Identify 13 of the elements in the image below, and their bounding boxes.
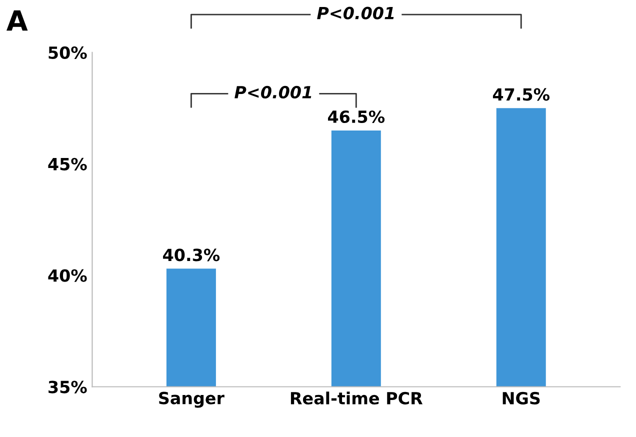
y-tick-label: 35% [48,380,87,394]
data-label: 47.5% [492,88,550,101]
text: A [6,10,28,31]
data-label: 40.3% [163,248,220,262]
annotation: P<0.001 [234,86,312,99]
x-tick-label: Real-time PCR [290,392,423,405]
data-label: 46.5% [328,110,385,124]
y-tick-label: 50% [48,46,87,60]
x-tick-label: Sanger [159,392,224,408]
text: P<0.001 [317,6,394,20]
y-tick-label: 45% [48,158,87,170]
y-tick-label: 40% [48,269,87,282]
x-tick-label: NGS [502,392,540,405]
